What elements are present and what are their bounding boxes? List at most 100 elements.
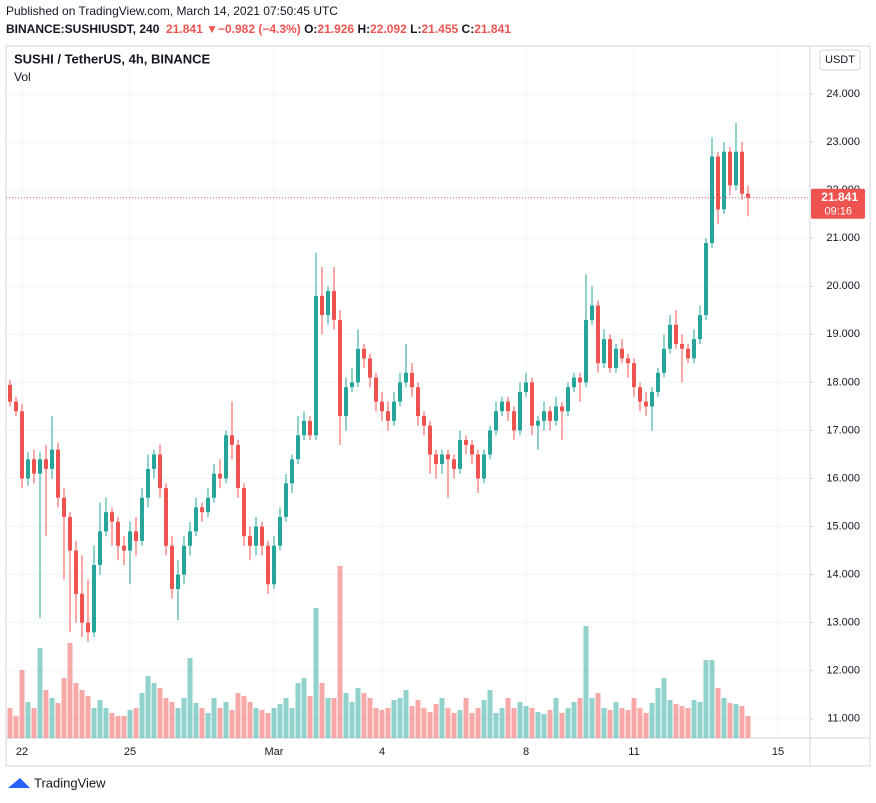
candle-body [662,348,666,373]
volume-bar [601,708,607,738]
volume-bar [25,702,31,738]
x-tick-label: 25 [124,746,136,758]
volume-bar [433,704,439,738]
candle-body [152,454,156,469]
volume-bar [553,698,559,738]
volume-bar [283,698,289,738]
volume-bar [211,698,217,738]
candle-layer [6,122,810,642]
candle-body [716,156,720,210]
volume-bar [55,703,61,738]
volume-bar [469,713,475,738]
volume-bar [355,688,361,738]
volume-bar [625,710,631,738]
candle-body [230,435,234,445]
volume-bar [121,716,127,738]
change: −0.982 (−4.3%) [217,22,301,36]
volume-bar [325,698,331,738]
candle-body [86,622,90,633]
volume-bar [217,708,223,738]
volume-bar [79,690,85,738]
candle-body [590,305,594,320]
candle-body [692,339,696,359]
volume-bar [511,708,517,738]
x-tick-label: 22 [16,746,28,758]
volume-bar [697,702,703,738]
volume-bar [367,698,373,738]
candle-body [524,382,528,392]
volume-bar [301,678,307,738]
candle-body [170,545,174,590]
volume-bar [667,700,673,738]
candle-body [482,454,486,479]
candle-body [176,574,180,590]
volume-bar [229,710,235,738]
volume-bar [13,716,19,738]
x-tick-label: Mar [265,746,284,758]
volume-bar [451,713,457,738]
candle-body [242,488,246,537]
volume-bar [475,708,481,738]
volume-bar [157,688,163,738]
candle-body [116,521,120,546]
volume-bar [319,683,325,738]
candle-body [422,416,426,426]
volume-bar [91,708,97,738]
volume-bar [139,693,145,738]
volume-bar [643,713,649,738]
volume-bar [745,716,751,738]
volume-bar [529,708,535,738]
candle-body [44,459,48,469]
candle-body [620,348,624,359]
candle-body [284,483,288,517]
candle-body [68,516,72,551]
volume-bar [343,693,349,738]
candle-body [440,454,444,465]
candle-body [656,372,660,392]
volume-bar [727,703,733,738]
candle-body [638,387,642,402]
volume-bar [613,702,619,738]
candle-body [530,382,534,426]
currency-label[interactable]: USDT [825,54,855,66]
volume-bar [457,710,463,738]
volume-bar [61,678,67,738]
y-tick-label: 16.000 [826,472,860,484]
volume-bar [181,698,187,738]
candle-body [92,565,96,633]
o-label: O: [304,22,318,36]
volume-bar [583,626,589,738]
y-tick-label: 19.000 [826,328,860,340]
volume-bar [277,704,283,738]
volume-bar [391,700,397,738]
candle-body [344,387,348,417]
volume-bar [415,700,421,738]
volume-bar [517,702,523,738]
x-tick-label: 8 [523,746,529,758]
volume-bar [259,710,265,738]
candle-body [542,411,546,421]
candle-body [536,420,540,426]
volume-layer [7,566,751,738]
volume-bar [721,698,727,738]
volume-bar [271,708,277,738]
currency-button[interactable] [819,49,861,71]
volume-bar [109,713,115,738]
volume-bar [307,696,313,738]
candle-body [566,387,570,412]
volume-bar [241,696,247,738]
volume-bar [427,712,433,738]
volume-bar [223,702,229,738]
symbol: BINANCE:SUSHIUSDT, 240 [6,22,160,36]
candle-body [134,531,138,541]
candle-body [26,459,30,479]
candle-body [554,406,558,421]
volume-bar [385,708,391,738]
candle-body [278,516,282,546]
volume-bar [235,693,241,738]
volume-bar [493,713,499,738]
volume-bar [379,710,385,738]
candle-body [350,382,354,388]
candle-body [374,377,378,402]
volume-bar [661,678,667,738]
